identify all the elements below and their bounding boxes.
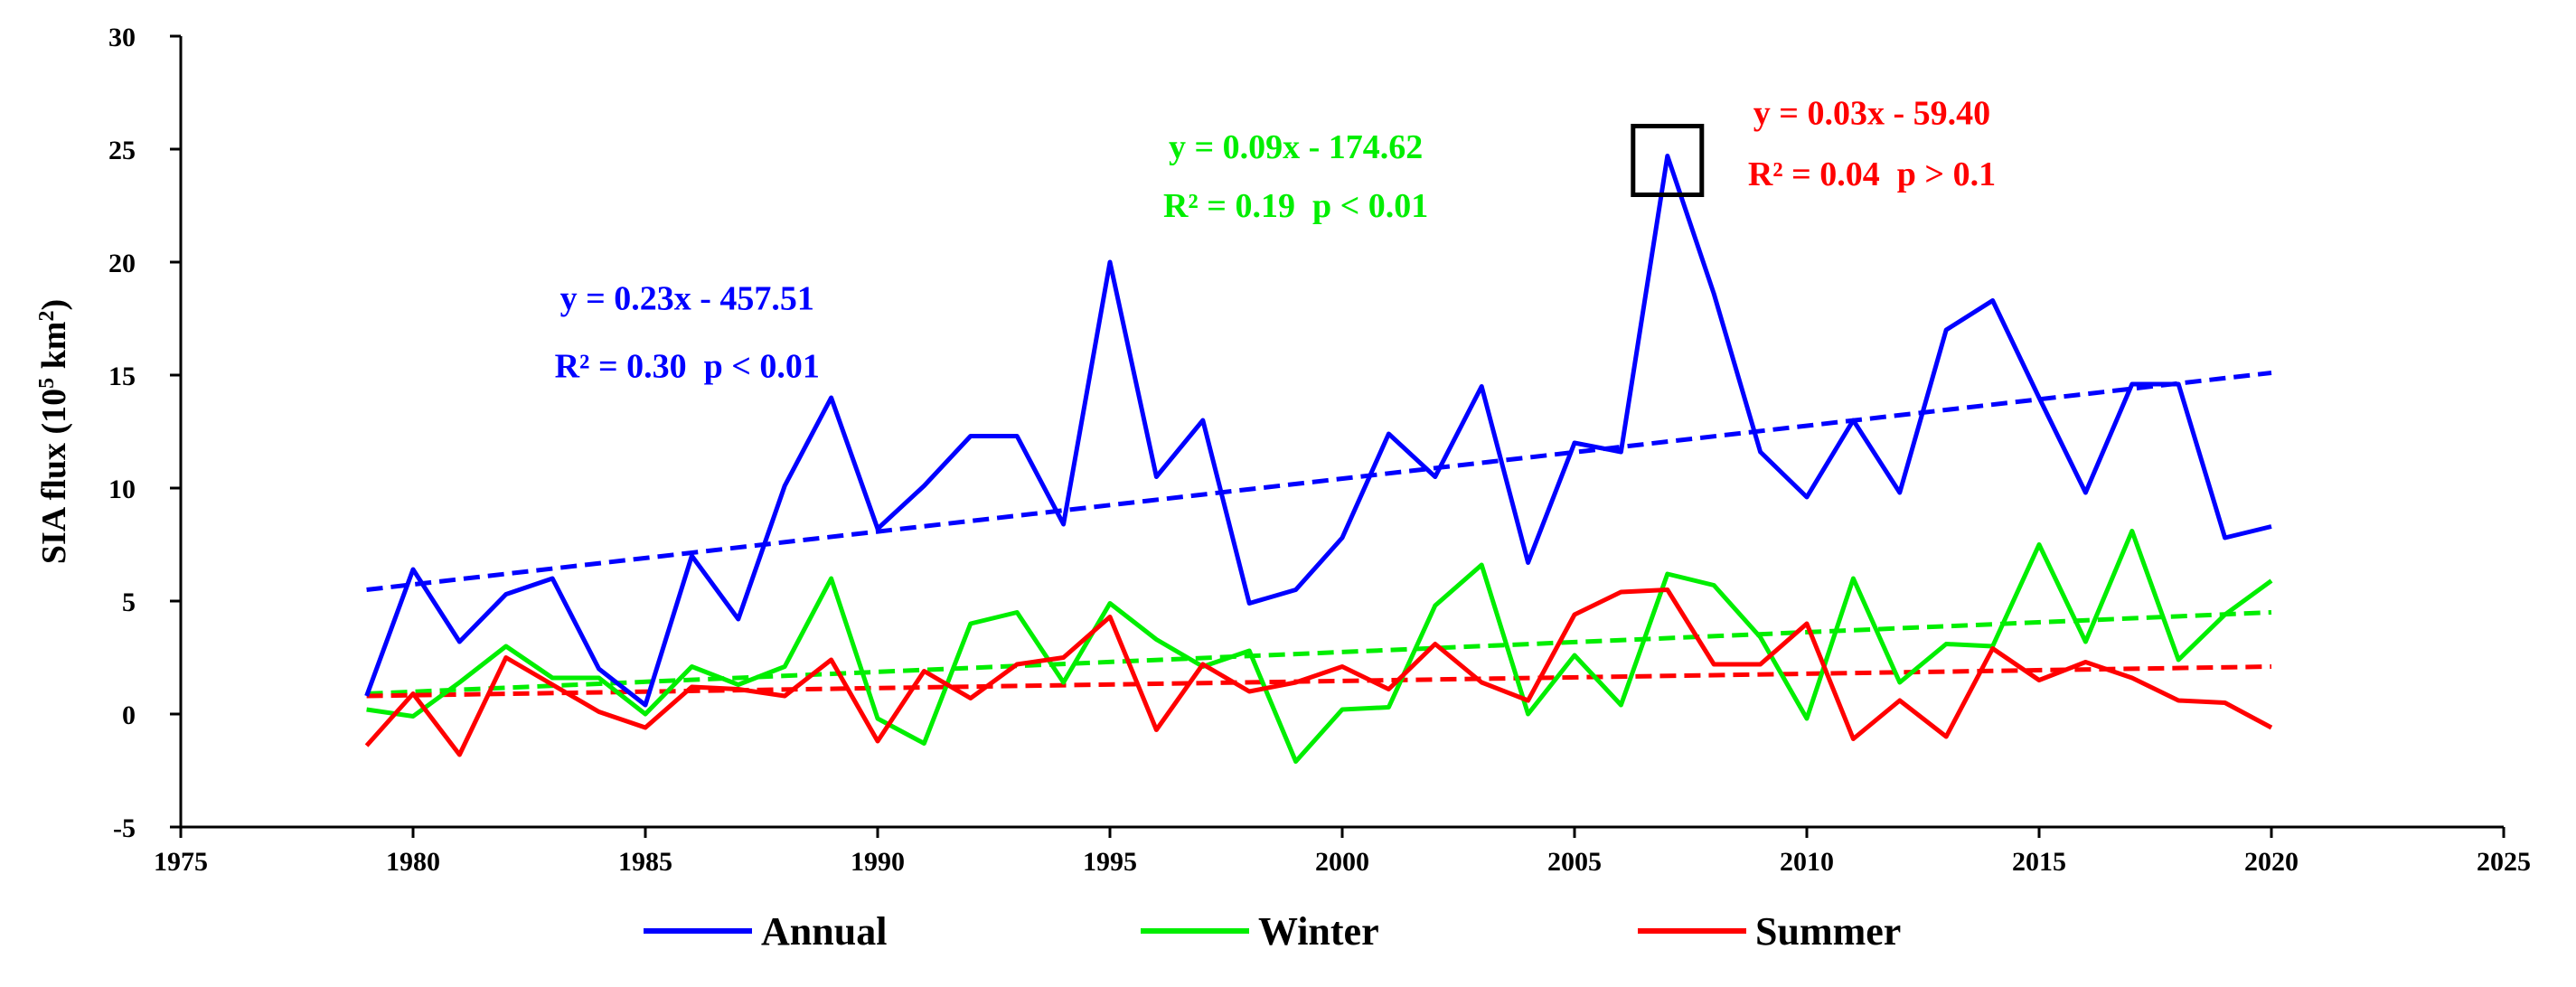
y-axis-title: SIA flux (105 km2) xyxy=(35,299,73,564)
y-tick-label: 30 xyxy=(108,23,136,52)
legend-label-annual: Annual xyxy=(761,909,887,954)
x-tick-label: 1985 xyxy=(618,847,672,877)
y-tick-label: -5 xyxy=(113,813,136,843)
y-tick-label: 10 xyxy=(108,475,136,504)
summer-trend-stats: R² = 0.04 p > 0.1 xyxy=(1748,155,1996,193)
x-tick-label: 1980 xyxy=(386,847,440,877)
legend-label-summer: Summer xyxy=(1755,909,1901,954)
x-tick-label: 2000 xyxy=(1315,847,1369,877)
legend: Annual Winter Summer xyxy=(644,909,1901,954)
annual-trend-line xyxy=(366,371,2272,592)
y-tick-label: 5 xyxy=(122,588,136,617)
winter-trend-line xyxy=(366,610,2272,696)
peak-highlight-box xyxy=(1631,124,1705,197)
y-tick-label: 20 xyxy=(108,249,136,278)
series-lines xyxy=(364,154,2273,764)
x-tick-label: 1975 xyxy=(154,847,208,877)
y-tick-label: 25 xyxy=(108,136,136,165)
y-tick-label: 15 xyxy=(108,362,136,391)
x-tick-label: 2005 xyxy=(1547,847,1602,877)
annual-series-line xyxy=(364,154,2272,708)
axes: 1975 1980 1985 1990 1995 2000 2005 2010 2015 2020… xyxy=(35,23,2531,877)
x-tick-label: 2010 xyxy=(1780,847,1834,877)
winter-trend-stats: R² = 0.19 p < 0.01 xyxy=(1163,187,1428,225)
annual-trend-stats: R² = 0.30 p < 0.01 xyxy=(555,348,820,386)
annual-trend-equation: y = 0.23x - 457.51 xyxy=(560,280,814,318)
summer-series-line xyxy=(364,588,2273,757)
x-tick-label: 1995 xyxy=(1083,847,1137,877)
legend-label-winter: Winter xyxy=(1258,909,1379,954)
x-tick-label: 2015 xyxy=(2012,847,2066,877)
winter-series-line xyxy=(366,529,2273,764)
x-tick-label: 1990 xyxy=(851,847,905,877)
winter-trend-equation: y = 0.09x - 174.62 xyxy=(1169,128,1423,166)
x-tick-label: 2020 xyxy=(2244,847,2299,877)
x-tick-label: 2025 xyxy=(2477,847,2531,877)
annotations: y = 0.23x - 457.51 R² = 0.30 p < 0.01 y = … xyxy=(555,95,1996,386)
y-tick-label: 0 xyxy=(122,700,136,730)
summer-trend-equation: y = 0.03x - 59.40 xyxy=(1753,95,1990,133)
